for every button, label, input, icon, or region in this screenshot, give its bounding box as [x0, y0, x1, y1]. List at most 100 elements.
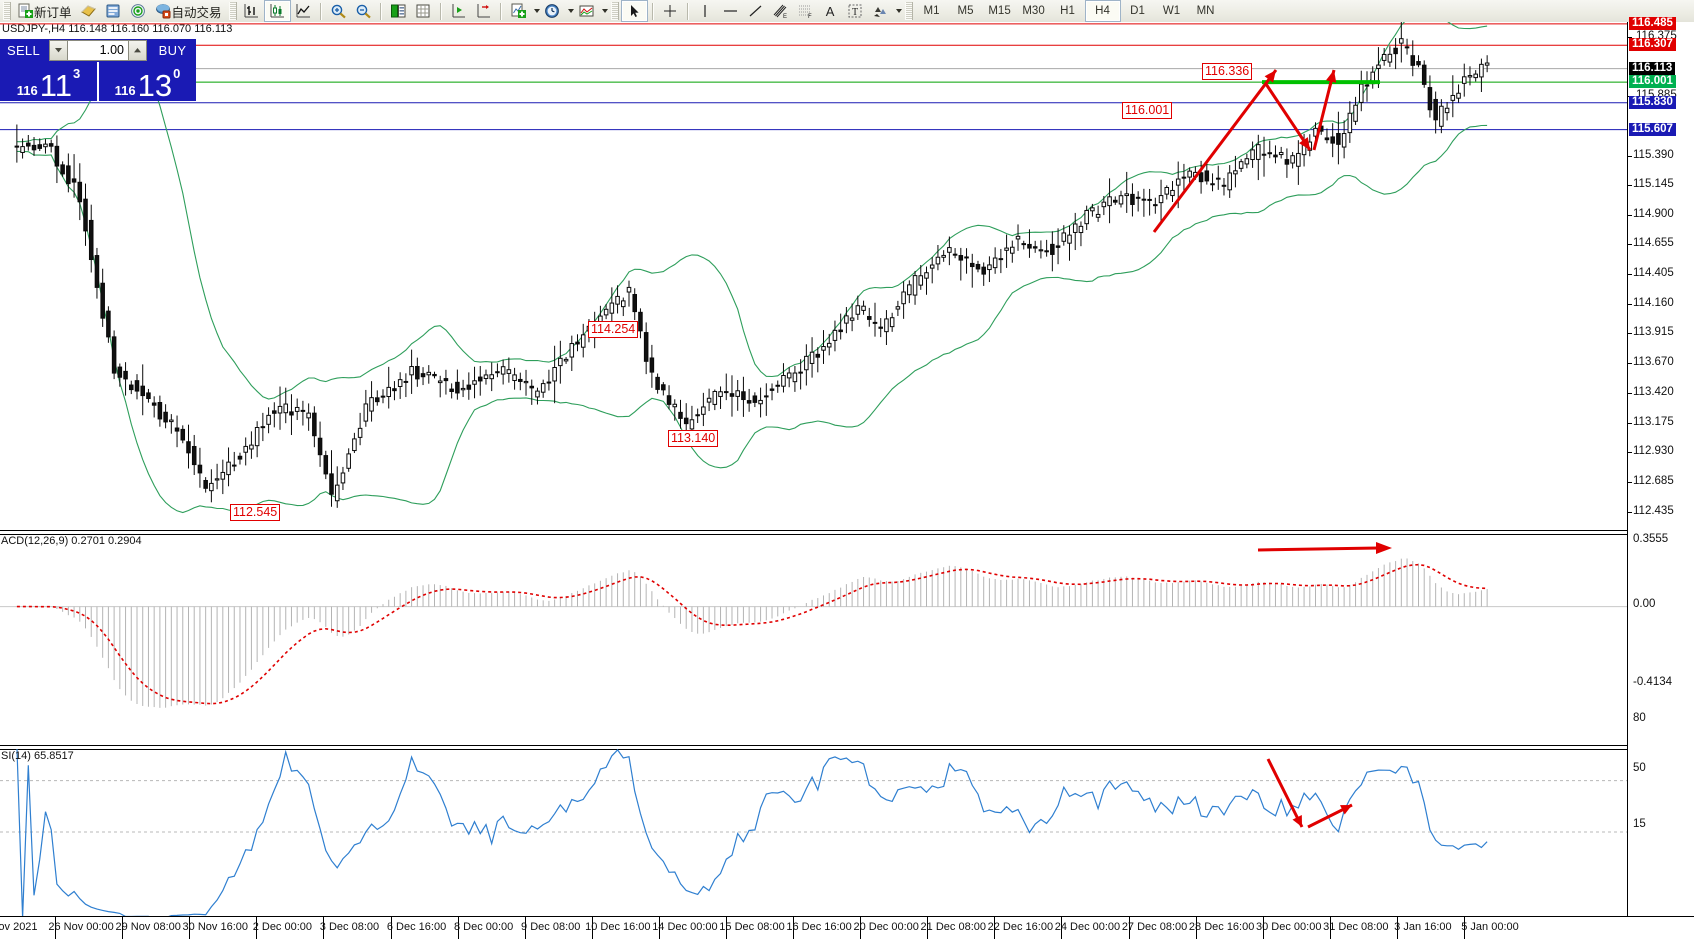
shapes-button[interactable] — [868, 1, 893, 21]
one-click-trading-panel[interactable]: SELL 1.00 BUY 116 11 3 116 13 0 — [0, 39, 196, 101]
price-chart-plot[interactable] — [0, 22, 1628, 530]
annotation-112-545: 112.545 — [230, 504, 281, 521]
zoom-out-button[interactable] — [351, 1, 376, 21]
indicators-button[interactable] — [506, 1, 531, 21]
time-axis-label: 20 Dec 00:00 — [853, 921, 919, 933]
toolbar-separator-4 — [499, 2, 502, 20]
profiles-icon — [80, 3, 97, 19]
volume-stepper[interactable]: 1.00 — [47, 39, 149, 62]
timeframe-h4-button[interactable]: H4 — [1084, 0, 1121, 22]
text-label-icon: T — [847, 3, 864, 19]
chart-shift-button[interactable] — [471, 1, 496, 21]
timeframe-m1-button[interactable]: M1 — [923, 5, 940, 17]
price-axis-tick — [1628, 333, 1632, 335]
main-toolbar: 新订单 自动交易 — [0, 0, 1694, 23]
horizontal-line-button[interactable] — [718, 1, 743, 21]
equidistant-channel-button[interactable]: E — [768, 1, 793, 21]
rsi-axis-label: 80 — [1633, 712, 1646, 724]
vertical-line-button[interactable] — [693, 1, 718, 21]
profiles-button[interactable] — [76, 1, 101, 21]
timeframe-h1-button[interactable]: H1 — [1060, 5, 1075, 17]
data-window-toggle-button[interactable] — [386, 1, 411, 21]
market-watch-button[interactable] — [101, 1, 126, 21]
shapes-icon — [872, 3, 889, 19]
toolbar-grip-file[interactable] — [3, 2, 11, 20]
timeframe-m5-button[interactable]: M5 — [957, 5, 974, 17]
text-button[interactable]: A — [818, 1, 843, 21]
time-axis-label: 3 Dec 08:00 — [319, 921, 380, 933]
templates-icon — [578, 3, 595, 19]
indicators-dropdown-caret[interactable] — [533, 9, 540, 13]
sell-button[interactable]: SELL — [0, 39, 47, 62]
shapes-dropdown-caret[interactable] — [895, 9, 902, 13]
macd-subchart[interactable] — [0, 534, 1628, 745]
data-window-button[interactable] — [126, 1, 151, 21]
trendline-button[interactable] — [743, 1, 768, 21]
toolbar-grip-charts[interactable] — [228, 2, 237, 20]
zoom-out-icon — [355, 3, 372, 19]
macd-axis-label: 0.3555 — [1633, 533, 1669, 545]
text-icon: A — [825, 3, 835, 19]
line-chart-button[interactable] — [291, 1, 316, 21]
volume-increase-button[interactable] — [128, 40, 147, 61]
rsi-subchart[interactable] — [0, 749, 1628, 916]
new-order-button[interactable]: 新订单 — [13, 1, 76, 21]
zoom-in-icon — [330, 3, 347, 19]
price-axis-tick — [1628, 274, 1632, 276]
buy-price-display[interactable]: 116 13 0 — [97, 62, 196, 101]
chart-window[interactable]: USDJPY-,H4 116.148 116.160 116.070 116.1… — [0, 16, 1694, 939]
sell-price-display[interactable]: 116 11 3 — [0, 62, 97, 101]
auto-scroll-button[interactable] — [446, 1, 471, 21]
periods-button[interactable] — [540, 1, 565, 21]
buy-price-fraction: 0 — [173, 66, 181, 81]
time-axis-tick — [122, 917, 124, 939]
toolbar-grip-timeframes[interactable] — [904, 2, 913, 20]
time-axis-label: Nov 2021 — [0, 921, 38, 933]
timeframe-w1-button[interactable]: W1 — [1162, 5, 1181, 17]
cursor-button[interactable] — [620, 0, 648, 22]
time-axis-label: 21 Dec 08:00 — [920, 921, 986, 933]
timeframe-m30-button[interactable]: M30 — [1022, 5, 1045, 17]
price-axis-label: 114.655 — [1633, 237, 1674, 250]
buy-price-big: 13 — [137, 68, 173, 103]
crosshair-button[interactable] — [658, 1, 683, 21]
data-window-icon — [390, 3, 407, 19]
clock-icon — [544, 3, 561, 19]
chart-symbol-header: USDJPY-,H4 116.148 116.160 116.070 116.1… — [2, 23, 233, 35]
time-axis-label: 10 Dec 16:00 — [585, 921, 651, 933]
fibonacci-button[interactable]: F — [793, 1, 818, 21]
volume-input[interactable]: 1.00 — [68, 40, 128, 61]
price-axis-tick — [1628, 422, 1632, 424]
volume-decrease-button[interactable] — [49, 40, 68, 61]
timeframe-mn-button[interactable]: MN — [1196, 5, 1215, 17]
templates-dropdown-caret[interactable] — [601, 9, 608, 13]
toolbar-grip-drawing[interactable] — [610, 2, 619, 20]
periods-dropdown-caret[interactable] — [567, 9, 574, 13]
time-axis-tick — [726, 917, 727, 939]
timeframe-m15-button[interactable]: M15 — [988, 5, 1011, 17]
time-axis-tick — [658, 917, 660, 939]
candlestick-chart-button[interactable] — [263, 0, 291, 22]
time-axis-label: 2 Dec 00:00 — [252, 921, 313, 933]
bar-chart-button[interactable] — [239, 1, 264, 21]
price-axis-tick — [1628, 362, 1632, 364]
zoom-in-button[interactable] — [326, 1, 351, 21]
price-axis-tick — [1628, 481, 1632, 483]
sell-price-big: 11 — [39, 68, 72, 103]
text-label-button[interactable]: T — [843, 1, 868, 21]
toolbar-separator-2 — [379, 2, 382, 20]
templates-button[interactable] — [574, 1, 599, 21]
auto-trading-button[interactable]: 自动交易 — [151, 1, 226, 21]
timeframe-d1-button[interactable]: D1 — [1130, 5, 1145, 17]
price-axis-badge-115-607: 115.607 — [1629, 122, 1676, 136]
grid-toggle-button[interactable] — [411, 1, 436, 21]
time-axis-label: 26 Nov 00:00 — [48, 921, 114, 933]
time-axis-label: 3 Jan 16:00 — [1394, 921, 1452, 933]
price-axis-label: 113.175 — [1633, 415, 1674, 428]
price-axis[interactable]: 115.390 115.145 114.900 114.655 114.405 114.1… — [1627, 16, 1694, 916]
radar-icon — [130, 3, 147, 19]
price-axis-label: 112.685 — [1633, 474, 1674, 487]
buy-button[interactable]: BUY — [149, 39, 196, 62]
time-axis-tick — [994, 917, 996, 939]
